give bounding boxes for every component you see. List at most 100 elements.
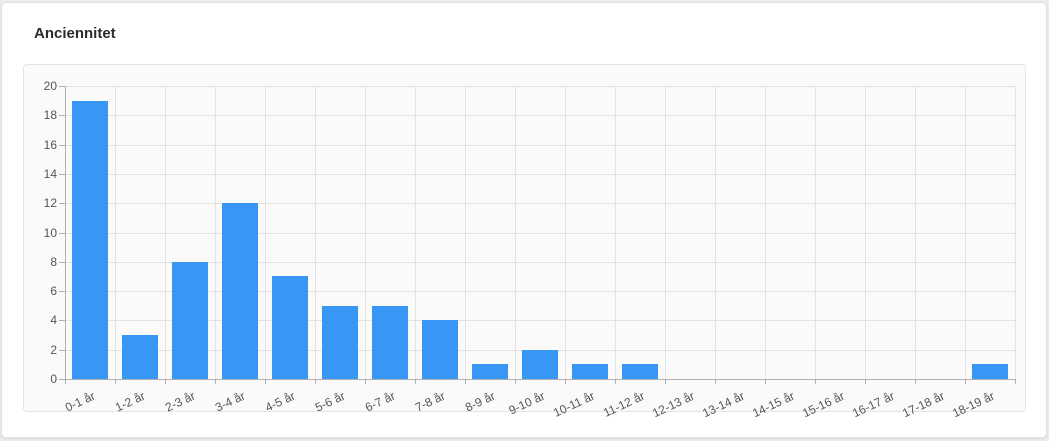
bar-0-1 år[interactable] [72, 100, 108, 379]
y-gridline [65, 86, 1015, 87]
x-axis-tick [265, 379, 266, 384]
y-axis-tick-label: 12 [43, 196, 57, 211]
x-gridline [265, 86, 266, 379]
x-axis-tick-label: 10-11 år [551, 388, 597, 420]
x-axis-tick [65, 379, 66, 384]
x-gridline [665, 86, 666, 379]
chart-panel: 0 2 4 6 8 10 12 14 16 18 20 0-1 år 1-2 år 2-3 år 3-4 å… [23, 64, 1026, 420]
y-axis-tick-label: 10 [43, 225, 57, 240]
bar-4-5 år[interactable] [272, 276, 308, 379]
chart-title: Anciennitet [34, 25, 116, 42]
y-axis-tick-label: 8 [50, 254, 57, 269]
y-axis-tick [59, 261, 65, 263]
y-gridline [65, 115, 1015, 117]
x-axis-tick [165, 379, 166, 384]
y-gridline [65, 232, 1015, 234]
x-axis-tick-label: 12-13 år [650, 388, 697, 421]
x-axis-tick [865, 379, 866, 384]
x-axis-tick [215, 379, 216, 384]
bar-1-2 år[interactable] [122, 335, 158, 379]
x-gridline [765, 86, 766, 379]
x-gridline [865, 86, 866, 379]
bar-5-6 år[interactable] [322, 305, 358, 379]
y-axis-tick-label: 18 [43, 108, 57, 123]
x-gridline [515, 86, 516, 379]
x-axis-tick [765, 379, 766, 384]
x-gridline [415, 86, 416, 379]
x-axis-tick [615, 379, 616, 384]
bar-2-3 år[interactable] [172, 261, 208, 379]
bar-3-4 år[interactable] [222, 203, 258, 379]
x-axis-tick-label: 6-7 år [362, 388, 397, 415]
bar-7-8 år[interactable] [422, 320, 458, 379]
x-axis-tick-label: 15-16 år [800, 388, 847, 421]
bar-10-11 år[interactable] [572, 364, 608, 379]
y-axis-tick [59, 144, 65, 146]
x-axis-tick [665, 379, 666, 384]
y-gridline [65, 173, 1015, 175]
y-gridline [65, 261, 1015, 263]
x-axis-tick-label: 1-2 år [112, 388, 147, 415]
x-axis-tick-label: 11-12 år [601, 388, 647, 420]
y-axis-tick-label: 6 [50, 284, 57, 299]
y-axis-tick-label: 2 [50, 342, 57, 357]
x-axis-tick [715, 379, 716, 384]
bar-8-9 år[interactable] [472, 364, 508, 379]
x-axis-tick-label: 2-3 år [162, 388, 197, 415]
x-gridline [915, 86, 916, 379]
x-gridline [815, 86, 816, 379]
x-gridline [215, 86, 216, 379]
x-axis-tick-label: 17-18 år [900, 388, 947, 421]
y-gridline [65, 320, 1015, 322]
y-axis-tick [59, 86, 65, 87]
y-axis-tick [59, 320, 65, 322]
y-axis-tick-label: 16 [43, 137, 57, 152]
x-gridline [965, 86, 966, 379]
bar-11-12 år[interactable] [622, 364, 658, 379]
y-axis-line [65, 86, 66, 379]
x-gridline [165, 86, 166, 379]
bar-6-7 år[interactable] [372, 305, 408, 379]
bar-9-10 år[interactable] [522, 349, 558, 379]
x-axis-tick-label: 13-14 år [700, 388, 747, 421]
x-gridline [715, 86, 716, 379]
x-axis-tick [565, 379, 566, 384]
x-axis-tick-label: 9-10 år [506, 388, 547, 418]
y-axis-tick [59, 291, 65, 293]
x-gridline [115, 86, 116, 379]
x-axis-tick-label: 4-5 år [262, 388, 297, 415]
x-axis-tick [965, 379, 966, 384]
x-axis-tick [915, 379, 916, 384]
x-axis-tick-label: 3-4 år [212, 388, 247, 415]
y-axis-tick [59, 349, 65, 351]
y-axis-tick [59, 173, 65, 175]
x-axis-tick [365, 379, 366, 384]
x-axis-tick [315, 379, 316, 384]
x-axis-tick [815, 379, 816, 384]
bar-18-19 år[interactable] [972, 364, 1008, 379]
y-axis-tick [59, 115, 65, 117]
y-axis-tick-label: 0 [50, 372, 57, 386]
x-gridline [465, 86, 466, 379]
y-gridline [65, 144, 1015, 146]
x-axis-tick [515, 379, 516, 384]
x-gridline [615, 86, 616, 379]
y-axis-tick-label: 20 [43, 79, 57, 93]
y-axis-tick-label: 4 [50, 313, 57, 328]
x-gridline [365, 86, 366, 379]
x-axis-tick-label: 14-15 år [750, 388, 797, 421]
x-axis-tick-label: 18-19 år [950, 388, 997, 421]
x-axis-tick-label: 16-17 år [850, 388, 897, 421]
bar-chart-plot: 0 2 4 6 8 10 12 14 16 18 20 0-1 år 1-2 år 2-3 år 3-4 å… [24, 65, 1025, 420]
x-axis-tick-label: 0-1 år [62, 388, 97, 415]
y-axis-tick [59, 203, 65, 205]
x-axis-tick [1015, 379, 1016, 384]
x-gridline [315, 86, 316, 379]
x-gridline [565, 86, 566, 379]
y-gridline [65, 203, 1015, 205]
x-axis-tick [465, 379, 466, 384]
y-axis-tick-label: 14 [43, 166, 57, 181]
y-axis-tick [59, 232, 65, 234]
x-axis-tick [415, 379, 416, 384]
x-gridline [1015, 86, 1016, 379]
